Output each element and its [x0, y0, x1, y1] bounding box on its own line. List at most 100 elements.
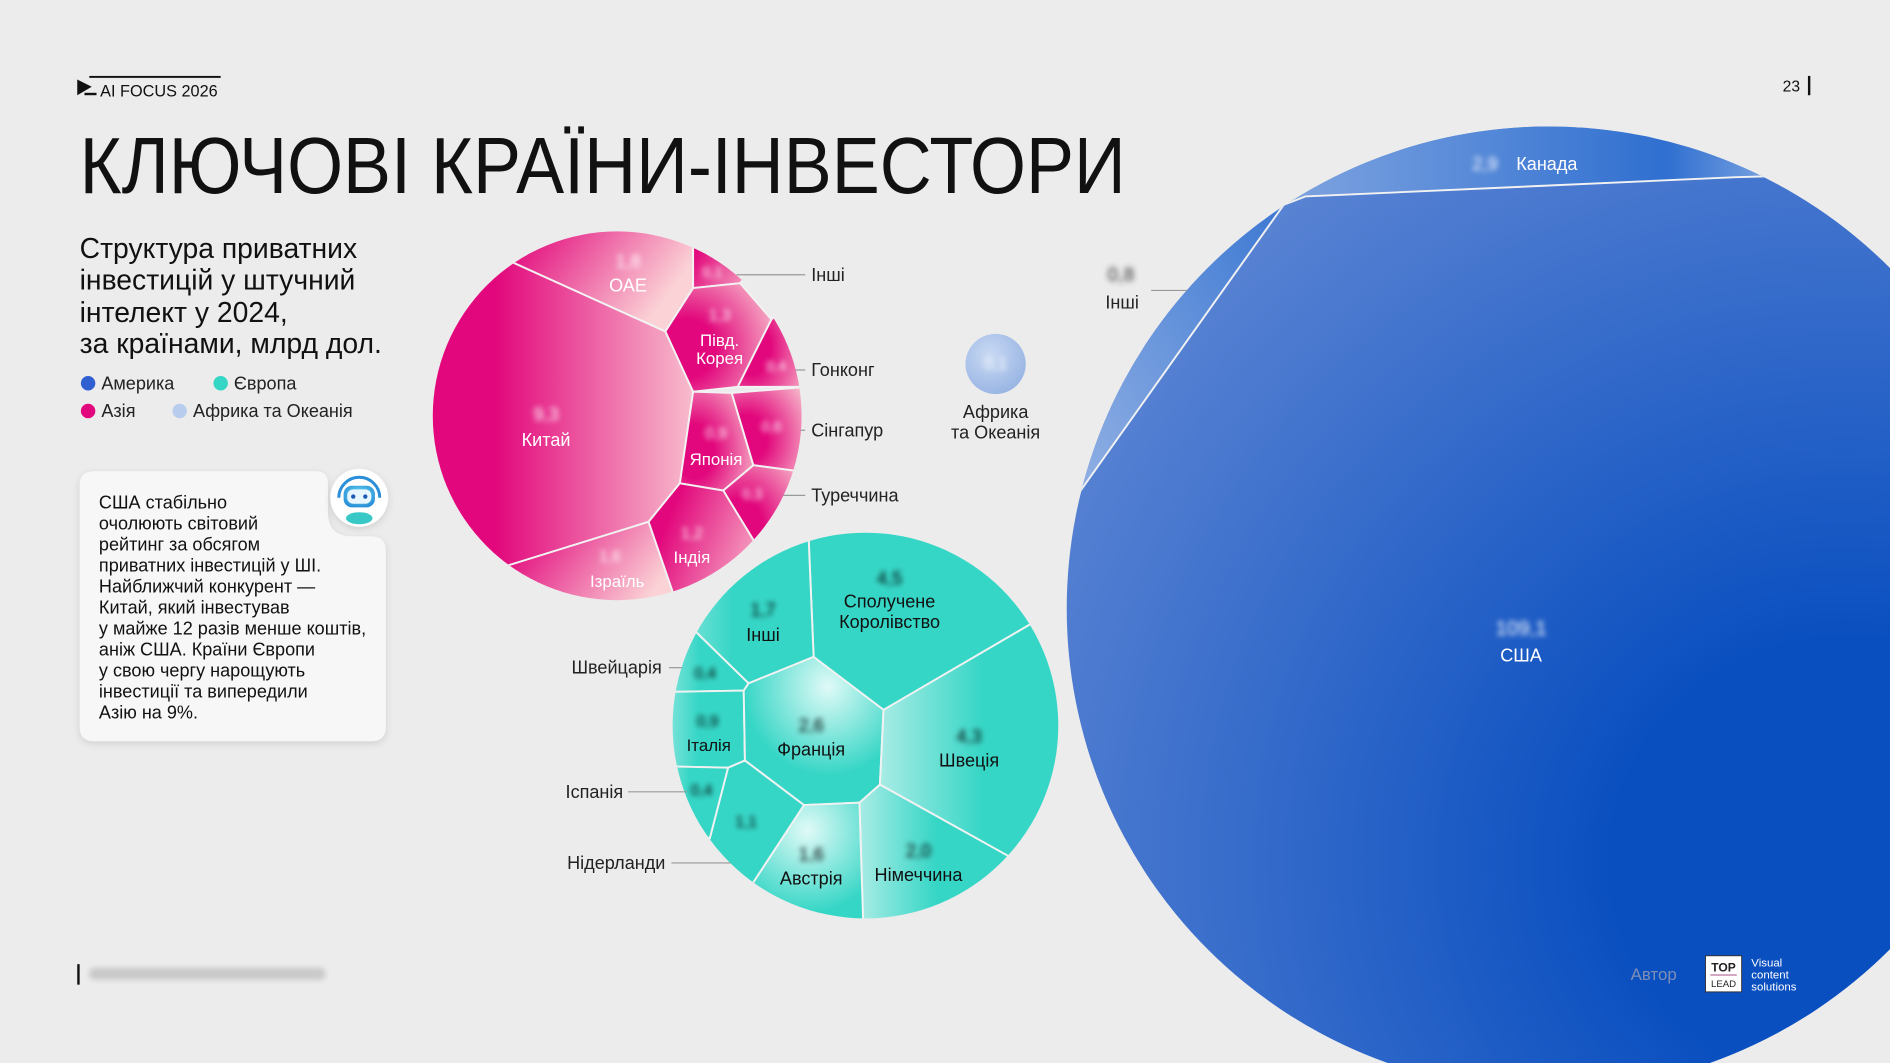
label-uk: Сполучене: [844, 591, 936, 611]
cell-usa: [1066, 126, 1890, 1063]
africa-oceania-bubble: 0,1 Африка та Океанія: [951, 333, 1040, 443]
subtitle: Структура приватних інвестицій у штучний…: [80, 233, 382, 360]
value-canada: 2,9: [1472, 154, 1497, 174]
value-europe-other: 1,7: [750, 600, 775, 620]
europe-voronoi: 4,5 Сполучене Королівство 1,7 Інші 0,4 0…: [566, 532, 1059, 919]
page-number-bar: [1807, 75, 1811, 96]
logo-bottom: LEAD: [1711, 979, 1736, 990]
top-lead-logo: TOP LEAD Visual content solutions: [1705, 955, 1797, 994]
value-germany: 2,0: [906, 841, 931, 861]
subtitle-line: Структура приватних: [80, 233, 358, 265]
value-japan: 0,9: [705, 426, 727, 443]
label-india: Індія: [674, 548, 711, 567]
subtitle-line: за країнами, млрд дол.: [80, 328, 382, 360]
value-america-other: 0,8: [1108, 265, 1135, 286]
page-number: 23: [1783, 79, 1801, 96]
value-singapore: 0,6: [761, 419, 781, 435]
callout-line: очолюють світовий: [99, 514, 258, 534]
label-south-korea: Півд.: [700, 331, 739, 350]
value-africa-oceania: 0,1: [984, 354, 1007, 373]
source-bar: [77, 964, 80, 985]
label-switzerland: Швейцарія: [571, 658, 661, 678]
label-europe-other: Інші: [746, 625, 780, 645]
callout-line: інвестиції та випередили: [99, 681, 308, 701]
label-africa-oceania: Африка: [963, 402, 1030, 422]
label-germany: Німеччина: [875, 865, 964, 885]
value-usa: 109,1: [1495, 617, 1546, 640]
logo-tagline: content: [1751, 970, 1789, 982]
europe-leader-lines: [628, 667, 731, 864]
subtitle-line: інвестицій у штучний: [80, 264, 356, 296]
label-turkey: Туреччина: [811, 485, 899, 505]
subtitle-line: інтелект у 2024,: [80, 297, 288, 329]
label-austria: Австрія: [780, 869, 843, 889]
logo-top: TOP: [1711, 960, 1736, 974]
label-japan: Японія: [690, 450, 743, 469]
value-austria: 1,6: [799, 845, 824, 865]
label-usa: США: [1500, 646, 1543, 666]
value-turkey: 0,3: [742, 487, 762, 503]
author-label: Автор: [1631, 965, 1677, 984]
value-uk: 4,5: [877, 569, 902, 589]
value-hong-kong: 0,4: [766, 359, 786, 375]
label-uk: Королівство: [839, 612, 940, 632]
legend-dot-africa-oceania: [172, 403, 187, 419]
value-netherlands: 1,1: [735, 814, 757, 831]
value-china: 9,3: [534, 405, 559, 425]
legend: Америка Європа Азія Африка та Океанія: [80, 373, 353, 421]
value-asia-other: 0,1: [702, 265, 722, 281]
callout-line: у свою чергу нарощують: [99, 660, 305, 680]
logo-tagline: Visual: [1751, 958, 1782, 970]
callout-card: США стабільно очолюють світовий рейтинг …: [79, 468, 389, 742]
callout-line: Азію на 9%.: [99, 702, 198, 722]
value-south-korea: 1,3: [709, 308, 731, 325]
label-africa-oceania: та Океанія: [951, 423, 1040, 443]
label-south-korea: Корея: [696, 349, 743, 368]
value-switzerland: 0,4: [694, 666, 716, 683]
value-sweden: 4,3: [957, 726, 982, 746]
legend-label: Америка: [101, 373, 175, 393]
label-canada: Канада: [1516, 154, 1578, 174]
callout-line: рейтинг за обсягом: [99, 535, 260, 555]
brand-text: AI FOCUS 2026: [100, 82, 218, 100]
legend-dot-america: [80, 376, 96, 391]
legend-dot-europe: [213, 376, 228, 391]
callout-line: Китай, який інвестував: [99, 597, 290, 617]
callout-line: США стабільно: [99, 493, 227, 513]
label-italy: Італія: [687, 736, 731, 755]
play-icon: [77, 79, 92, 96]
legend-label: Африка та Океанія: [193, 401, 353, 421]
cell-africa-oceania: [965, 333, 1026, 395]
robot-assistant-icon: [330, 468, 389, 527]
page-title: КЛЮЧОВІ КРАЇНИ-ІНВЕСТОРИ: [80, 121, 1126, 210]
label-singapore: Сінгапур: [811, 420, 883, 440]
label-china: Китай: [522, 430, 571, 450]
value-uae: 1,8: [615, 252, 640, 272]
logo-tagline: solutions: [1751, 982, 1796, 994]
label-uae: ОАЕ: [609, 276, 647, 296]
cell-israel: [480, 520, 677, 601]
source-text-redacted: [89, 967, 326, 980]
label-hong-kong: Гонконг: [811, 360, 875, 380]
cell-singapore: [730, 385, 802, 474]
america-voronoi: 109,1 США 2,9 Канада 0,8 Інші: [1066, 126, 1890, 1063]
label-america-other: Інші: [1105, 293, 1139, 313]
callout-line: аніж США. Країни Європи: [99, 639, 315, 659]
legend-label: Азія: [101, 401, 135, 421]
label-sweden: Швеція: [939, 751, 999, 771]
callout-line: Найближчий конкурент —: [99, 576, 316, 596]
value-india: 1,2: [681, 526, 703, 543]
legend-label: Європа: [234, 373, 297, 393]
value-spain: 0,4: [691, 782, 713, 799]
legend-dot-asia: [80, 403, 96, 419]
callout-line: у майже 12 разів менше коштів,: [99, 618, 366, 638]
label-asia-other: Інші: [811, 265, 845, 285]
value-italy: 0,9: [697, 714, 719, 731]
asia-leader-lines: [736, 274, 806, 496]
value-france: 2,6: [799, 716, 824, 736]
value-israel: 1,6: [599, 549, 621, 566]
label-spain: Іспанія: [566, 782, 624, 802]
callout-line: приватних інвестицій у ШІ.: [99, 556, 321, 576]
label-netherlands: Нідерланди: [567, 853, 665, 873]
label-france: Франція: [777, 740, 845, 760]
